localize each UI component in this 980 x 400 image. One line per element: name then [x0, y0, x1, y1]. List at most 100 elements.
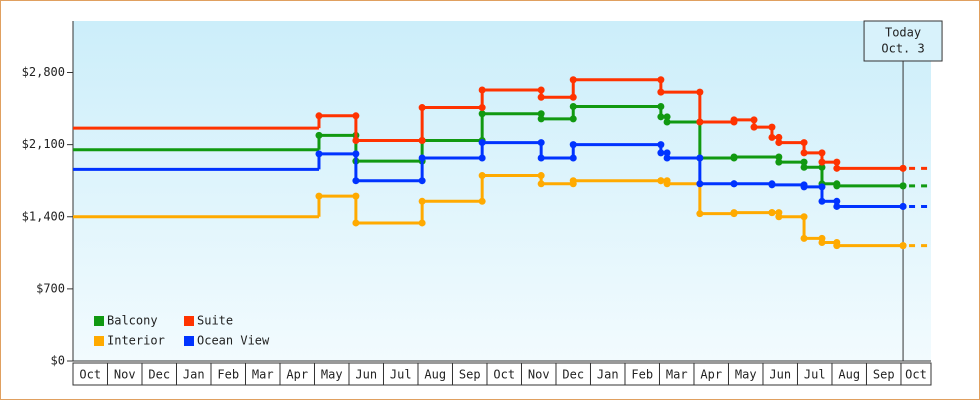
x-tick-label: Mar	[666, 368, 688, 382]
point	[818, 158, 826, 166]
month-cell	[900, 362, 932, 386]
point	[775, 153, 783, 161]
x-tick-label: Dec	[148, 368, 170, 382]
point	[818, 149, 826, 157]
x-tick-label: Mar	[252, 368, 274, 382]
point	[657, 103, 665, 111]
legend-swatch	[94, 316, 104, 326]
point	[478, 104, 486, 112]
x-tick-label: Nov	[114, 368, 136, 382]
point	[418, 219, 426, 227]
point	[315, 112, 323, 120]
point	[478, 110, 486, 118]
point	[569, 103, 577, 111]
y-tick-label: $1,400	[22, 209, 65, 223]
point	[569, 141, 577, 149]
point	[663, 154, 671, 162]
today-box	[863, 20, 943, 62]
point	[833, 242, 841, 250]
point	[352, 112, 360, 120]
point	[418, 197, 426, 205]
x-tick-label: Dec	[562, 368, 584, 382]
point	[537, 115, 545, 123]
legend-label: Suite	[197, 314, 233, 328]
point	[818, 183, 826, 191]
point	[663, 180, 671, 188]
point	[696, 88, 704, 96]
point	[657, 76, 665, 84]
point	[800, 183, 808, 191]
point	[418, 104, 426, 112]
point	[833, 197, 841, 205]
point	[478, 197, 486, 205]
legend-label: Ocean View	[197, 334, 270, 348]
point	[537, 110, 545, 118]
point	[768, 209, 776, 217]
point	[775, 213, 783, 221]
x-tick-label: Jun	[769, 368, 791, 382]
today-label: Oct. 3	[881, 42, 924, 56]
point	[800, 213, 808, 221]
point	[663, 118, 671, 126]
point	[569, 154, 577, 162]
point	[352, 137, 360, 145]
x-tick-label: Feb	[631, 368, 653, 382]
point	[418, 137, 426, 145]
legend-swatch	[184, 336, 194, 346]
point	[657, 113, 665, 121]
x-tick-label: Apr	[700, 368, 722, 382]
point	[730, 209, 738, 217]
point	[750, 123, 758, 131]
point	[818, 197, 826, 205]
point	[478, 154, 486, 162]
point	[899, 202, 907, 210]
today-label: Today	[885, 26, 921, 40]
y-tick-label: $2,800	[22, 65, 65, 79]
point	[800, 163, 808, 171]
x-tick-label: Jul	[390, 368, 412, 382]
point	[657, 149, 665, 157]
x-tick-label: Nov	[528, 368, 550, 382]
point	[352, 150, 360, 158]
x-tick-label: Jan	[183, 368, 205, 382]
point	[537, 93, 545, 101]
point	[663, 149, 671, 157]
x-tick-label: May	[735, 368, 757, 382]
point	[352, 219, 360, 227]
point	[899, 164, 907, 172]
plot-background	[73, 21, 931, 361]
x-tick-label: May	[321, 368, 343, 382]
x-tick-label: Aug	[838, 368, 860, 382]
point	[818, 239, 826, 247]
x-tick-label: Feb	[217, 368, 239, 382]
x-tick-label: Apr	[286, 368, 308, 382]
point	[537, 172, 545, 180]
legend-swatch	[94, 336, 104, 346]
point	[657, 177, 665, 185]
point	[478, 172, 486, 180]
x-tick-label: Jan	[597, 368, 619, 382]
point	[833, 158, 841, 166]
x-tick-label: Oct	[493, 368, 515, 382]
x-tick-label: Oct	[79, 368, 101, 382]
point	[833, 182, 841, 190]
point	[768, 181, 776, 189]
point	[899, 182, 907, 190]
point	[569, 76, 577, 84]
x-tick-label: Sep	[459, 368, 481, 382]
point	[818, 163, 826, 171]
point	[833, 164, 841, 172]
point	[418, 154, 426, 162]
point	[775, 133, 783, 141]
point	[537, 139, 545, 147]
point	[657, 88, 665, 96]
point	[800, 139, 808, 147]
point	[768, 133, 776, 141]
point	[768, 123, 776, 131]
point	[696, 210, 704, 218]
point	[657, 141, 665, 149]
legend-label: Interior	[107, 334, 165, 348]
chart-layer: $0 $700 $1,400 $2,100 $2,800 Oct Nov Dec Jan Feb M…	[22, 20, 943, 386]
point	[537, 180, 545, 188]
